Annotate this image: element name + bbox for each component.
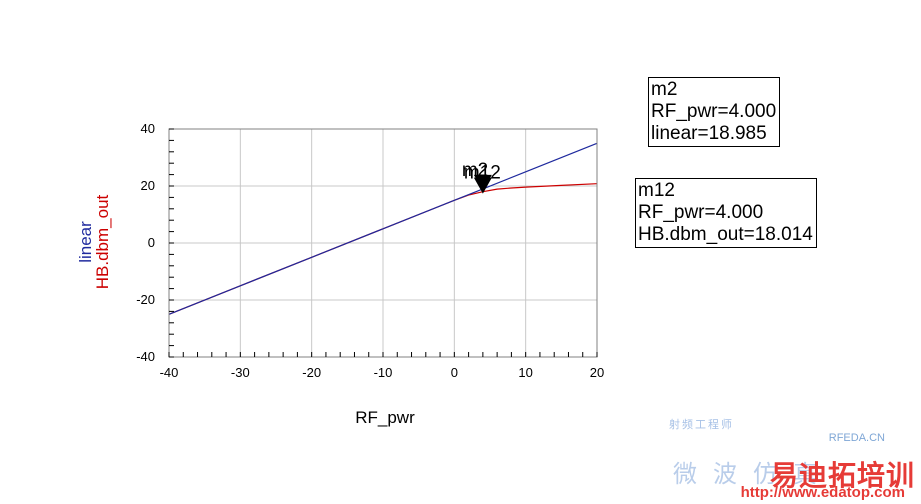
x-tick-label: -40 <box>160 365 179 380</box>
series-line-linear <box>168 142 598 315</box>
series-layer <box>168 142 598 315</box>
marker-readout-m2[interactable]: m2 RF_pwr=4.000 linear=18.985 <box>648 77 781 147</box>
watermark-brand: 易迪拓培训 <box>769 459 915 492</box>
marker-readout-line: m2 <box>651 79 678 100</box>
y-tick-label: 20 <box>141 178 155 193</box>
marker-readout-m12[interactable]: m12 RF_pwr=4.000 HB.dbm_out=18.014 <box>635 178 817 248</box>
x-tick-label: 0 <box>451 365 458 380</box>
x-tick-label: 10 <box>518 365 532 380</box>
y-tick-label: -40 <box>136 349 155 364</box>
marker-readout-line: RF_pwr=4.000 <box>638 202 764 223</box>
x-tick-label: -20 <box>302 365 321 380</box>
marker-label-m2: m2 <box>462 160 488 181</box>
y-axis-label-hb-dbm-out: HB.dbm_out <box>93 194 112 289</box>
y-tick-label: 40 <box>141 121 155 136</box>
marker-readout-line: linear=18.985 <box>651 123 767 144</box>
marker-readout-line: RF_pwr=4.000 <box>651 101 777 122</box>
y-tick-label: 0 <box>148 235 155 250</box>
watermark-big-text: 微波仿真 <box>673 460 833 488</box>
x-tick-label: -30 <box>231 365 250 380</box>
minor-ticks <box>168 128 598 358</box>
y-tick-label: -20 <box>136 292 155 307</box>
watermark: 射频工程师 RFEDA.CN 微波仿真 易迪拓培训 http://www.eda… <box>655 410 915 502</box>
x-tick-label: -10 <box>374 365 393 380</box>
grid-lines <box>168 128 598 358</box>
x-tick-label: 20 <box>590 365 604 380</box>
marker-triangle-m12 <box>473 177 492 194</box>
marker-label-m12: m12 <box>464 163 501 184</box>
watermark-small-text: 射频工程师 <box>669 418 734 431</box>
watermark-url: http://www.edatop.com <box>740 484 905 501</box>
tick-labels: -40 -30 -20 -10 0 10 20 40 20 0 -20 -40 <box>136 121 604 380</box>
marker-readout-line: m12 <box>638 180 675 201</box>
x-axis-label: RF_pwr <box>355 408 415 427</box>
marker-readout-line: HB.dbm_out=18.014 <box>638 224 813 245</box>
watermark-rfeda: RFEDA.CN <box>828 432 885 444</box>
y-axis-label-linear: linear <box>76 221 95 263</box>
